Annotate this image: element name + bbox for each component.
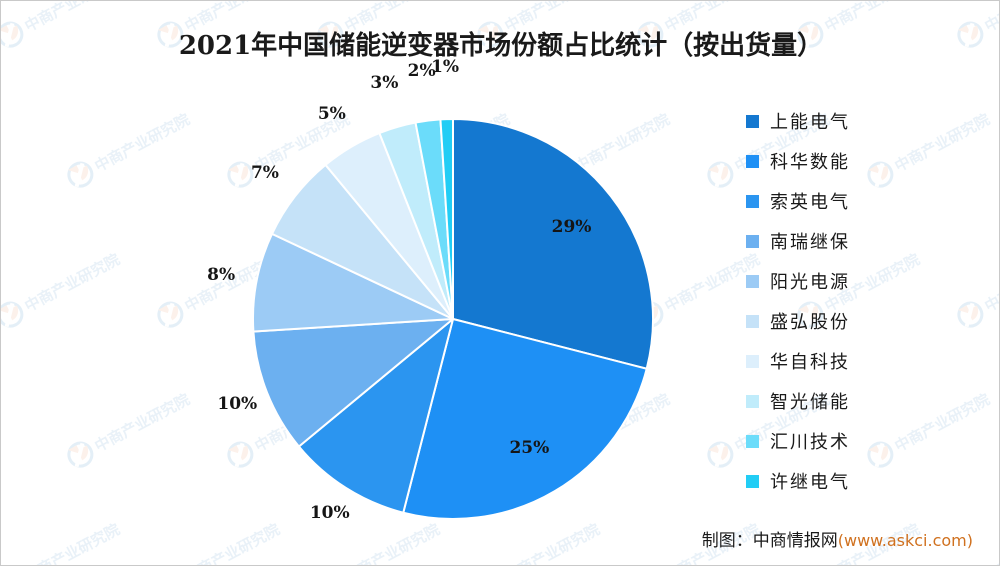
legend-swatch-icon	[746, 114, 759, 128]
watermark-text: 中商产业研究院	[981, 519, 1000, 566]
pie-svg	[252, 118, 654, 520]
pie-slice-label: 8%	[207, 264, 236, 285]
legend-swatch-icon	[746, 274, 759, 288]
watermark: 中商产业研究院	[862, 386, 994, 473]
legend-item[interactable]: 智光储能	[746, 381, 850, 421]
legend-item-label: 阳光电源	[770, 272, 850, 293]
legend-item-label: 许继电气	[770, 472, 850, 493]
chart-credit: 制图：中商情报网(www.askci.com)	[702, 526, 973, 551]
askci-logo-icon	[702, 157, 738, 193]
askci-logo-icon	[862, 437, 898, 473]
pie-slice[interactable]	[297, 318, 454, 514]
pie-slice-label: 2%	[407, 60, 436, 81]
pie-slice-label: 10%	[309, 503, 350, 524]
watermark: 中商产业研究院	[952, 246, 1000, 333]
pie-slice-label: 5%	[317, 104, 346, 125]
legend-item[interactable]: 华自科技	[746, 341, 850, 381]
pie-slice-label: 29%	[551, 217, 592, 238]
pie-chart: 29% 25% 10% 10% 8% 7% 5% 3% 2% 1%	[1, 1, 701, 541]
legend-item-label: 智光储能	[770, 392, 850, 413]
watermark: 中商产业研究院	[862, 106, 994, 193]
legend-item[interactable]: 科华数能	[746, 141, 850, 181]
pie-slice-label: 25%	[509, 438, 550, 459]
pie-slice[interactable]	[402, 318, 648, 520]
legend-item-label: 科华数能	[770, 152, 850, 173]
pie-slice-label: 3%	[370, 72, 399, 93]
askci-logo-icon	[862, 157, 898, 193]
legend-swatch-icon	[746, 394, 759, 408]
legend-item[interactable]: 盛弘股份	[746, 301, 850, 341]
pie-slice[interactable]	[252, 318, 454, 448]
legend-item-label: 汇川技术	[770, 432, 850, 453]
legend-item[interactable]: 许继电气	[746, 461, 850, 501]
credit-url: (www.askci.com)	[837, 531, 973, 550]
legend-swatch-icon	[746, 234, 759, 248]
pie-slice-label: 10%	[217, 394, 258, 415]
legend-item-label: 上能电气	[770, 112, 850, 133]
pie-slice-label: 1%	[431, 57, 460, 78]
watermark-text: 中商产业研究院	[891, 389, 993, 455]
pie-slice-label: 7%	[250, 163, 279, 184]
legend-swatch-icon	[746, 474, 759, 488]
watermark-text: 中商产业研究院	[891, 109, 993, 175]
legend-item[interactable]: 汇川技术	[746, 421, 850, 461]
legend-item-label: 华自科技	[770, 352, 850, 373]
legend-item[interactable]: 上能电气	[746, 101, 850, 141]
pie-slice[interactable]	[439, 118, 454, 320]
credit-prefix: 制图：中商情报网	[701, 531, 838, 551]
askci-logo-icon	[702, 437, 738, 473]
legend-item-label: 盛弘股份	[770, 312, 850, 333]
pie-slice[interactable]	[452, 118, 654, 370]
legend-item-label: 南瑞继保	[770, 232, 850, 253]
askci-logo-icon	[952, 297, 988, 333]
legend-swatch-icon	[746, 434, 759, 448]
legend-swatch-icon	[746, 194, 759, 208]
legend-item-label: 索英电气	[770, 192, 850, 213]
watermark-text: 中商产业研究院	[981, 249, 1000, 315]
pie-slice[interactable]	[252, 232, 454, 333]
legend-swatch-icon	[746, 354, 759, 368]
chart-title: 2021年中国储能逆变器市场份额占比统计（按出货量）	[178, 31, 824, 61]
legend-item[interactable]: 阳光电源	[746, 261, 850, 301]
legend-item[interactable]: 索英电气	[746, 181, 850, 221]
chart-legend: 上能电气科华数能索英电气南瑞继保阳光电源盛弘股份华自科技智光储能汇川技术许继电气	[746, 101, 850, 501]
legend-swatch-icon	[746, 154, 759, 168]
legend-swatch-icon	[746, 314, 759, 328]
legend-item[interactable]: 南瑞继保	[746, 221, 850, 261]
